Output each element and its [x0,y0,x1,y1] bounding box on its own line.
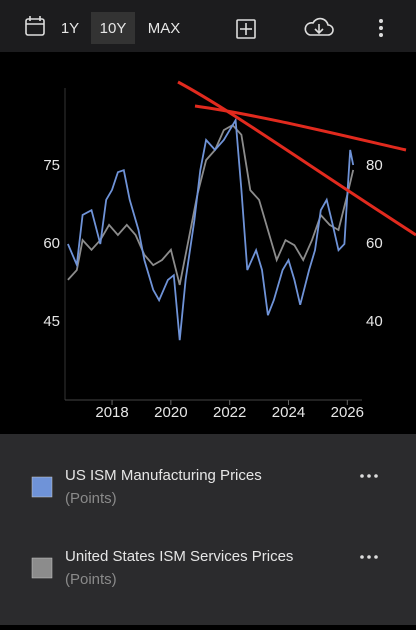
add-icon[interactable] [236,19,256,39]
legend-swatch [31,476,53,498]
red-annotation [194,104,407,152]
series-line [67,123,355,286]
calendar-icon[interactable] [25,16,45,36]
range-selected [91,12,135,44]
x-tick-label: 2020 [154,404,187,421]
legend-menu[interactable] [360,474,364,478]
range-button[interactable]: MAX [148,20,181,37]
red-annotation [177,80,416,237]
download-icon[interactable] [304,17,334,36]
x-tick-label: 2018 [95,404,128,421]
legend-menu[interactable] [360,555,364,559]
x-tick-label: 2024 [272,404,305,421]
more-menu[interactable] [379,19,383,37]
x-tick-label: 2022 [213,404,246,421]
legend-menu[interactable] [374,555,378,559]
legend-menu[interactable] [367,474,371,478]
legend-swatch [31,557,53,579]
y-tick-label: 75 [43,157,60,174]
legend-unit: (Points) [65,571,117,588]
y2-tick-label: 80 [366,157,383,174]
legend-unit: (Points) [65,490,117,507]
legend-menu[interactable] [367,555,371,559]
legend-panel [0,434,416,625]
range-button[interactable]: 1Y [61,20,79,37]
legend-name: United States ISM Services Prices [65,548,293,565]
y2-tick-label: 60 [366,235,383,252]
y2-tick-label: 40 [366,313,383,330]
series-line [67,117,355,341]
legend-menu[interactable] [374,474,378,478]
toolbar [0,0,416,52]
x-tick-label: 2026 [331,404,364,421]
y-tick-label: 60 [43,235,60,252]
y-tick-label: 45 [43,313,60,330]
range-button[interactable]: 10Y [100,20,127,37]
legend-name: US ISM Manufacturing Prices [65,467,262,484]
